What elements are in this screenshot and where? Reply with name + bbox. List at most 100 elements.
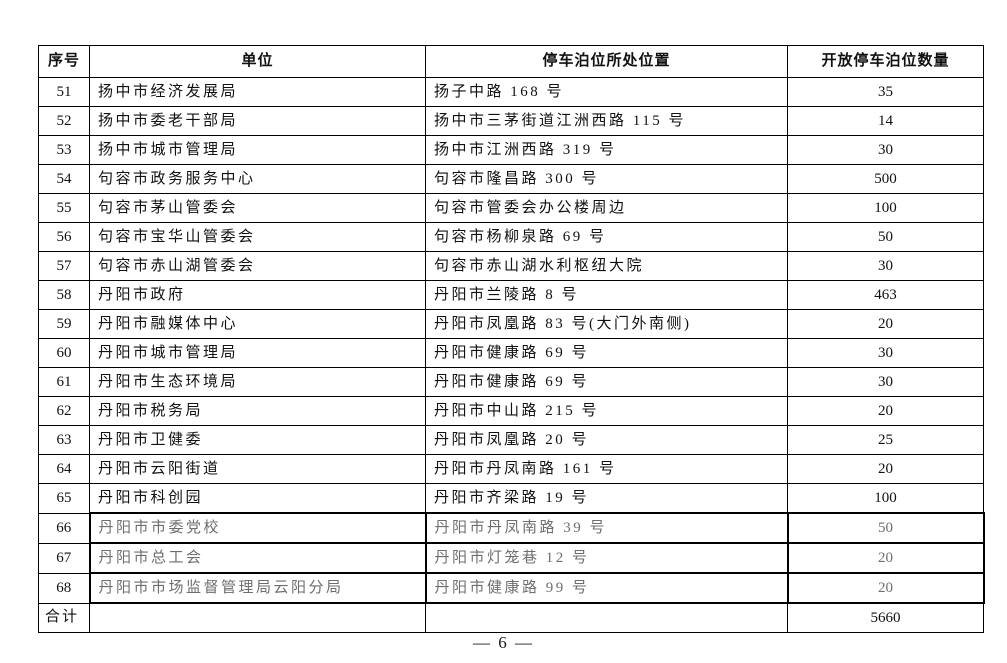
- location-cell: 扬中市三茅街道江洲西路 115 号: [425, 106, 788, 136]
- count-cell: 463: [787, 280, 984, 310]
- table-row: 51 扬中市经济发展局 扬子中路 168 号 35: [38, 77, 984, 107]
- unit-cell: 句容市政务服务中心: [89, 164, 426, 194]
- location-cell: 丹阳市灯笼巷 12 号: [424, 542, 789, 574]
- table-row: 53 扬中市城市管理局 扬中市江洲西路 319 号 30: [38, 135, 984, 165]
- total-unit-cell: [89, 602, 426, 633]
- location-cell: 句容市隆昌路 300 号: [425, 164, 788, 194]
- seq-cell: 62: [38, 396, 90, 426]
- table-row: 61 丹阳市生态环境局 丹阳市健康路 69 号 30: [38, 367, 984, 397]
- table-row: 63 丹阳市卫健委 丹阳市凤凰路 20 号 25: [38, 425, 984, 455]
- count-cell: 20: [787, 454, 984, 484]
- seq-cell: 56: [38, 222, 90, 252]
- seq-cell: 65: [38, 483, 90, 514]
- unit-cell: 丹阳市税务局: [89, 396, 426, 426]
- location-cell: 丹阳市齐梁路 19 号: [425, 483, 788, 514]
- seq-cell: 68: [38, 572, 90, 604]
- count-cell: 500: [787, 164, 984, 194]
- seq-cell: 61: [38, 367, 90, 397]
- table-row: 60 丹阳市城市管理局 丹阳市健康路 69 号 30: [38, 338, 984, 368]
- table-row: 57 句容市赤山湖管委会 句容市赤山湖水利枢纽大院 30: [38, 251, 984, 281]
- location-cell: 丹阳市凤凰路 83 号(大门外南侧): [425, 309, 788, 339]
- seq-cell: 66: [38, 512, 90, 544]
- seq-cell: 59: [38, 309, 90, 339]
- count-cell: 30: [787, 338, 984, 368]
- count-cell: 50: [787, 222, 984, 252]
- table-row: 52 扬中市委老干部局 扬中市三茅街道江洲西路 115 号 14: [38, 106, 984, 136]
- total-count-cell: 5660: [787, 602, 984, 633]
- count-cell: 100: [787, 193, 984, 223]
- count-cell: 14: [787, 106, 984, 136]
- unit-cell: 丹阳市融媒体中心: [89, 309, 426, 339]
- unit-cell: 句容市茅山管委会: [89, 193, 426, 223]
- count-cell: 30: [787, 367, 984, 397]
- count-cell: 20: [787, 396, 984, 426]
- seq-cell: 51: [38, 77, 90, 107]
- seq-cell: 60: [38, 338, 90, 368]
- unit-cell: 丹阳市政府: [89, 280, 426, 310]
- location-cell: 丹阳市兰陵路 8 号: [425, 280, 788, 310]
- seq-cell: 57: [38, 251, 90, 281]
- header-location: 停车泊位所处位置: [425, 45, 788, 78]
- table-row: 66 丹阳市市委党校 丹阳市丹凤南路 39 号 50: [38, 512, 985, 544]
- unit-cell: 丹阳市市场监督管理局云阳分局: [88, 572, 427, 604]
- seq-cell: 64: [38, 454, 90, 484]
- count-cell: 30: [787, 135, 984, 165]
- header-seq: 序号: [38, 45, 90, 78]
- unit-cell: 丹阳市云阳街道: [89, 454, 426, 484]
- unit-cell: 扬中市经济发展局: [89, 77, 426, 107]
- seq-cell: 52: [38, 106, 90, 136]
- seq-cell: 58: [38, 280, 90, 310]
- location-cell: 扬中市江洲西路 319 号: [425, 135, 788, 165]
- table-row: 65 丹阳市科创园 丹阳市齐梁路 19 号 100: [38, 483, 984, 514]
- count-cell: 20: [786, 542, 985, 574]
- unit-cell: 丹阳市卫健委: [89, 425, 426, 455]
- unit-cell: 句容市宝华山管委会: [89, 222, 426, 252]
- location-cell: 丹阳市凤凰路 20 号: [425, 425, 788, 455]
- seq-cell: 63: [38, 425, 90, 455]
- unit-cell: 扬中市城市管理局: [89, 135, 426, 165]
- table-row: 54 句容市政务服务中心 句容市隆昌路 300 号 500: [38, 164, 984, 194]
- location-cell: 丹阳市健康路 99 号: [424, 572, 789, 604]
- unit-cell: 丹阳市总工会: [88, 542, 427, 574]
- location-cell: 丹阳市丹凤南路 161 号: [425, 454, 788, 484]
- table-row: 68 丹阳市市场监督管理局云阳分局 丹阳市健康路 99 号 20: [38, 572, 985, 604]
- count-cell: 25: [787, 425, 984, 455]
- location-cell: 句容市赤山湖水利枢纽大院: [425, 251, 788, 281]
- seq-cell: 54: [38, 164, 90, 194]
- unit-cell: 丹阳市市委党校: [88, 512, 427, 544]
- unit-cell: 丹阳市科创园: [89, 483, 426, 514]
- total-row: 合计 5660: [38, 602, 984, 633]
- count-cell: 20: [786, 572, 985, 604]
- total-location-cell: [425, 602, 788, 633]
- table-row: 64 丹阳市云阳街道 丹阳市丹凤南路 161 号 20: [38, 454, 984, 484]
- parking-berth-table: 序号 单位 停车泊位所处位置 开放停车泊位数量 51 扬中市经济发展局 扬子中路 1…: [38, 45, 985, 633]
- unit-cell: 扬中市委老干部局: [89, 106, 426, 136]
- seq-cell: 53: [38, 135, 90, 165]
- table-row: 56 句容市宝华山管委会 句容市杨柳泉路 69 号 50: [38, 222, 984, 252]
- table-row: 59 丹阳市融媒体中心 丹阳市凤凰路 83 号(大门外南侧) 20: [38, 309, 984, 339]
- location-cell: 丹阳市中山路 215 号: [425, 396, 788, 426]
- location-cell: 扬子中路 168 号: [425, 77, 788, 107]
- seq-cell: 55: [38, 193, 90, 223]
- table-header-row: 序号 单位 停车泊位所处位置 开放停车泊位数量: [38, 45, 984, 78]
- table-row: 62 丹阳市税务局 丹阳市中山路 215 号 20: [38, 396, 984, 426]
- count-cell: 100: [787, 483, 984, 514]
- header-unit: 单位: [89, 45, 426, 78]
- table-row: 58 丹阳市政府 丹阳市兰陵路 8 号 463: [38, 280, 984, 310]
- table-row: 67 丹阳市总工会 丹阳市灯笼巷 12 号 20: [38, 542, 985, 574]
- location-cell: 句容市杨柳泉路 69 号: [425, 222, 788, 252]
- count-cell: 35: [787, 77, 984, 107]
- count-cell: 30: [787, 251, 984, 281]
- location-cell: 句容市管委会办公楼周边: [425, 193, 788, 223]
- unit-cell: 丹阳市生态环境局: [89, 367, 426, 397]
- seq-cell: 67: [38, 542, 90, 574]
- location-cell: 丹阳市健康路 69 号: [425, 338, 788, 368]
- page-number: — 6 —: [473, 633, 534, 652]
- unit-cell: 丹阳市城市管理局: [89, 338, 426, 368]
- location-cell: 丹阳市丹凤南路 39 号: [424, 512, 789, 544]
- table-row: 55 句容市茅山管委会 句容市管委会办公楼周边 100: [38, 193, 984, 223]
- count-cell: 20: [787, 309, 984, 339]
- total-label-cell: 合计: [38, 602, 90, 633]
- unit-cell: 句容市赤山湖管委会: [89, 251, 426, 281]
